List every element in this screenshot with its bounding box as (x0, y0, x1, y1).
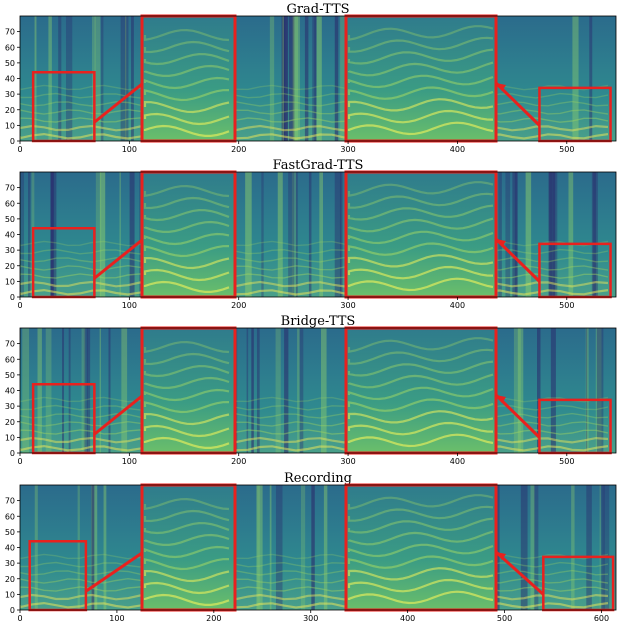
y-tick-label: 60 (5, 512, 15, 521)
zoom-inset-2-texture (347, 337, 494, 448)
zoom-connector-arrowhead (496, 239, 506, 247)
x-tick-label: 200 (231, 301, 246, 310)
x-tick-label: 200 (231, 457, 246, 466)
panel-title: FastGrad-TTS (273, 158, 364, 173)
y-tick-label: 20 (5, 106, 15, 115)
y-tick-label: 40 (5, 75, 15, 84)
x-tick-label: 100 (122, 457, 137, 466)
x-tick-label: 500 (559, 457, 574, 466)
x-tick-label: 100 (122, 301, 137, 310)
zoom-inset-2-image (346, 328, 496, 453)
zoom-inset-2-image (346, 485, 496, 610)
zoom-inset-1-texture (143, 28, 230, 137)
zoom-connector-arrowhead (496, 83, 506, 91)
x-tick-label: 500 (497, 614, 512, 623)
x-tick-label: 300 (340, 457, 355, 466)
y-tick-label: 10 (5, 590, 15, 599)
y-tick-label: 0 (10, 449, 15, 458)
zoom-connector-right (494, 237, 541, 283)
x-tick-label: 100 (109, 614, 124, 623)
zoom-connector-arrowhead (496, 552, 506, 560)
zoom-inset-2-texture (347, 25, 494, 136)
y-tick-label: 20 (5, 575, 15, 584)
zoom-connector-right (494, 81, 541, 127)
panel-title: Grad-TTS (286, 2, 349, 17)
y-tick-label: 30 (5, 559, 15, 568)
x-tick-label: 400 (450, 457, 465, 466)
y-tick-label: 20 (5, 418, 15, 427)
panel-3: Bridge-TTS 0 100 200 300 400 500 0 10 20 30 40 50 60 7… (5, 314, 617, 466)
y-tick-label: 10 (5, 121, 15, 130)
y-tick-label: 60 (5, 355, 15, 364)
y-tick-label: 0 (10, 137, 15, 146)
x-tick-label: 300 (340, 301, 355, 310)
y-tick-label: 20 (5, 262, 15, 271)
zoom-connector-left (93, 82, 143, 124)
y-tick-label: 0 (10, 293, 15, 302)
y-tick-label: 30 (5, 402, 15, 411)
zoom-inset-2-image (346, 172, 496, 297)
y-tick-label: 70 (5, 340, 15, 349)
y-tick-label: 50 (5, 215, 15, 224)
y-tick-label: 40 (5, 387, 15, 396)
zoom-connector-left (93, 394, 143, 436)
x-tick-label: 200 (206, 614, 221, 623)
x-tick-label: 600 (594, 614, 609, 623)
y-tick-label: 70 (5, 184, 15, 193)
spectrogram-image (20, 328, 616, 453)
y-tick-label: 40 (5, 231, 15, 240)
zoom-inset-2-texture (347, 181, 494, 292)
zoom-inset-2-texture (347, 494, 494, 605)
x-tick-label: 200 (231, 145, 246, 154)
spectrogram-image (20, 485, 616, 610)
x-tick-label: 300 (340, 145, 355, 154)
zoom-inset-1-texture (143, 184, 230, 293)
zoom-connector-right (494, 393, 541, 439)
x-tick-label: 100 (122, 145, 137, 154)
y-tick-label: 50 (5, 528, 15, 537)
zoom-connector-left (93, 238, 143, 280)
zoom-connector-right (494, 550, 545, 596)
y-tick-label: 10 (5, 433, 15, 442)
y-tick-label: 10 (5, 277, 15, 286)
y-tick-label: 60 (5, 199, 15, 208)
x-tick-label: 400 (450, 145, 465, 154)
x-tick-label: 0 (17, 301, 22, 310)
zoom-inset-2-image (346, 16, 496, 141)
spectrogram-image (20, 16, 616, 141)
x-tick-label: 500 (559, 301, 574, 310)
x-tick-label: 500 (559, 145, 574, 154)
x-tick-label: 400 (400, 614, 415, 623)
y-tick-label: 30 (5, 246, 15, 255)
x-tick-label: 300 (303, 614, 318, 623)
zoom-connector-arrowhead (496, 395, 506, 403)
y-tick-label: 40 (5, 544, 15, 553)
y-tick-label: 50 (5, 59, 15, 68)
zoom-connector-left (85, 551, 143, 593)
panel-2: FastGrad-TTS 0 100 200 300 400 500 0 10 20 30 40 50 6… (5, 158, 617, 310)
y-tick-label: 60 (5, 43, 15, 52)
y-tick-label: 50 (5, 371, 15, 380)
x-tick-label: 400 (450, 301, 465, 310)
y-tick-label: 70 (5, 28, 15, 37)
x-tick-label: 0 (17, 457, 22, 466)
panel-1: Grad-TTS 0 100 200 300 400 500 0 10 20 30 40 50 60 70 (5, 2, 617, 154)
y-tick-label: 70 (5, 497, 15, 506)
panel-title: Bridge-TTS (281, 314, 356, 329)
y-tick-label: 0 (10, 606, 15, 615)
zoom-inset-1-texture (143, 497, 230, 606)
x-tick-label: 0 (17, 145, 22, 154)
panel-4: Recording 0 100 200 300 400 500 600 0 10 20 30 40 50 6… (5, 471, 617, 623)
zoom-inset-1-texture (143, 340, 230, 449)
y-tick-label: 30 (5, 90, 15, 99)
x-tick-label: 0 (17, 614, 22, 623)
panel-title: Recording (284, 471, 352, 486)
